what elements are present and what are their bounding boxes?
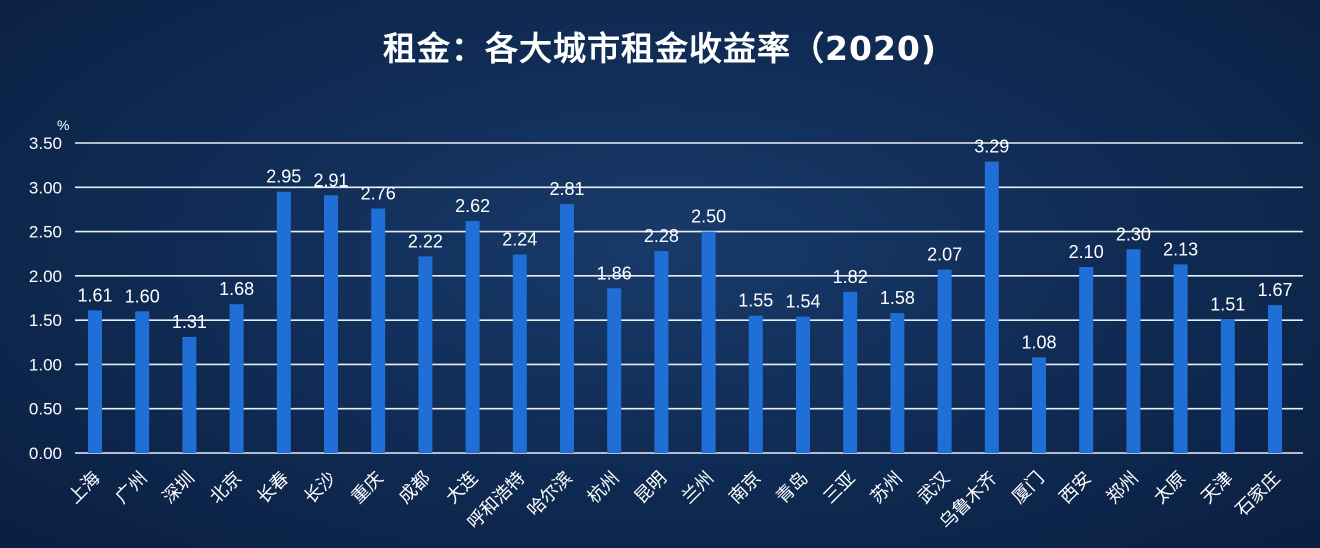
bar — [371, 208, 386, 453]
bar — [843, 291, 858, 453]
bar — [1220, 319, 1235, 453]
data-label: 2.28 — [644, 226, 679, 246]
bar — [1173, 264, 1188, 453]
x-tick-label: 太原 — [1150, 468, 1190, 508]
bar — [607, 288, 622, 453]
y-tick-label: 1.50 — [29, 311, 62, 330]
bar — [937, 269, 952, 453]
data-label: 2.13 — [1163, 239, 1198, 259]
bar — [229, 304, 244, 453]
bar — [324, 195, 338, 453]
data-label: 1.68 — [219, 279, 254, 299]
bar — [1032, 357, 1046, 453]
x-tick-label: 武汉 — [914, 468, 954, 508]
bar — [984, 161, 999, 453]
x-tick-label: 长沙 — [300, 468, 340, 508]
x-tick-label: 广州 — [111, 468, 151, 508]
x-tick-label: 哈尔滨 — [524, 468, 577, 521]
bar — [654, 251, 669, 453]
data-label: 1.67 — [1257, 280, 1292, 300]
data-label: 1.31 — [172, 312, 207, 332]
x-tick-label: 兰州 — [678, 468, 718, 508]
data-label: 1.58 — [880, 288, 915, 308]
x-tick-label: 深圳 — [159, 468, 199, 508]
y-unit-label: % — [57, 117, 69, 133]
y-tick-label: 3.50 — [29, 134, 62, 153]
bar — [701, 231, 716, 453]
data-label: 2.10 — [1069, 242, 1104, 262]
y-tick-label: 2.00 — [29, 267, 62, 286]
data-label: 2.95 — [266, 167, 301, 187]
data-label: 2.07 — [927, 245, 962, 265]
y-tick-label: 2.50 — [29, 223, 62, 242]
data-label: 1.86 — [597, 263, 632, 283]
x-tick-label: 苏州 — [867, 468, 907, 508]
x-tick-label: 杭州 — [583, 468, 623, 508]
data-label: 2.81 — [549, 179, 584, 199]
data-label: 2.50 — [691, 207, 726, 227]
data-label: 1.08 — [1021, 332, 1056, 352]
data-label: 1.61 — [77, 285, 112, 305]
x-tick-label: 石家庄 — [1232, 468, 1285, 521]
data-label: 3.29 — [974, 137, 1009, 157]
y-tick-label: 3.00 — [29, 178, 62, 197]
data-label: 2.91 — [313, 170, 348, 190]
x-tick-label: 大连 — [442, 468, 482, 508]
data-label: 2.30 — [1116, 224, 1151, 244]
data-label: 1.55 — [738, 291, 773, 311]
bar — [560, 204, 574, 453]
x-tick-label: 北京 — [206, 468, 246, 508]
data-label: 1.54 — [785, 292, 820, 312]
x-tick-label: 长春 — [253, 468, 293, 508]
bar — [135, 311, 150, 453]
bar — [796, 316, 810, 453]
x-tick-label: 昆明 — [631, 468, 671, 508]
bar — [88, 310, 102, 453]
data-label: 1.82 — [833, 267, 868, 287]
x-tick-label: 郑州 — [1103, 468, 1143, 508]
x-tick-label: 西安 — [1055, 468, 1095, 508]
data-label: 1.60 — [125, 286, 160, 306]
x-tick-label: 重庆 — [347, 468, 387, 508]
x-tick-label: 厦门 — [1008, 468, 1048, 508]
data-label: 2.62 — [455, 196, 490, 216]
bar — [182, 336, 197, 453]
x-tick-label: 天津 — [1197, 468, 1237, 508]
data-label: 2.76 — [361, 184, 396, 204]
x-tick-label: 青岛 — [772, 468, 812, 508]
bar — [1126, 249, 1141, 453]
bar — [465, 220, 480, 453]
y-tick-label: 1.00 — [29, 355, 62, 374]
bar — [512, 254, 527, 453]
data-label: 2.22 — [408, 231, 443, 251]
y-tick-label: 0.50 — [29, 400, 62, 419]
data-label: 2.24 — [502, 230, 537, 250]
bar — [276, 191, 291, 453]
x-tick-label: 南京 — [725, 468, 765, 508]
bar — [418, 256, 433, 453]
bar — [890, 313, 905, 453]
x-tick-label: 三亚 — [819, 468, 859, 508]
y-tick-label: 0.00 — [29, 444, 62, 463]
x-tick-label: 成都 — [395, 468, 435, 508]
chart-title: 租金：各大城市租金收益率（2020) — [383, 29, 937, 68]
data-label: 1.51 — [1210, 294, 1245, 314]
bar — [1268, 305, 1282, 453]
bar — [1079, 267, 1094, 453]
bar — [748, 315, 763, 453]
x-tick-label: 上海 — [64, 468, 104, 508]
